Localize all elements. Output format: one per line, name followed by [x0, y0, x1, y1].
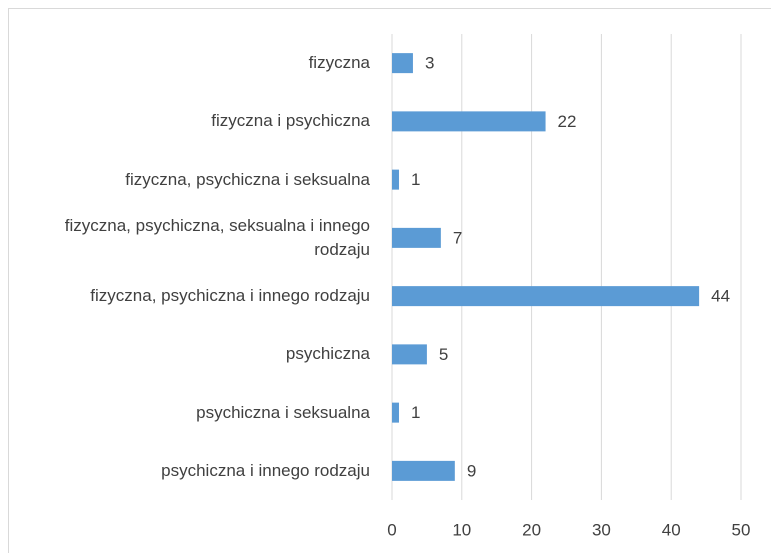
y-tick-label: psychiczna: [285, 344, 370, 364]
x-tick-label: 40: [662, 520, 681, 539]
data-label: 1: [411, 170, 420, 189]
bar: [392, 286, 700, 307]
y-tick-label: fizyczna i psychiczna: [211, 111, 370, 131]
y-tick-label: psychiczna i innego rodzaju: [161, 460, 370, 480]
data-label: 5: [439, 345, 448, 364]
data-label: 44: [711, 287, 730, 306]
x-tick-label: 10: [452, 520, 471, 539]
bar: [392, 53, 413, 74]
bar: [392, 111, 546, 132]
x-tick-label: 50: [732, 520, 751, 539]
y-tick-label: fizyczna, psychiczna i innego rodzaju: [90, 286, 370, 306]
x-tick-label: 20: [522, 520, 541, 539]
y-tick-label: fizyczna, psychiczna, seksualna i innego…: [64, 215, 370, 259]
bar: [392, 402, 399, 423]
y-tick-label: fizyczna, psychiczna i seksualna: [125, 169, 370, 189]
data-label: 9: [467, 461, 476, 480]
data-label: 7: [453, 228, 462, 247]
chart-border: [8, 8, 771, 553]
x-tick-label: 30: [592, 520, 611, 539]
y-tick-label: psychiczna i seksualna: [196, 402, 370, 422]
data-label: 22: [558, 112, 577, 131]
data-label: 3: [425, 54, 434, 73]
x-tick-label: 0: [387, 520, 396, 539]
y-tick-label: fizyczna: [308, 53, 370, 73]
data-label: 1: [411, 403, 420, 422]
bar: [392, 344, 427, 365]
bar: [392, 227, 441, 248]
bar: [392, 169, 399, 190]
bar: [392, 460, 455, 481]
